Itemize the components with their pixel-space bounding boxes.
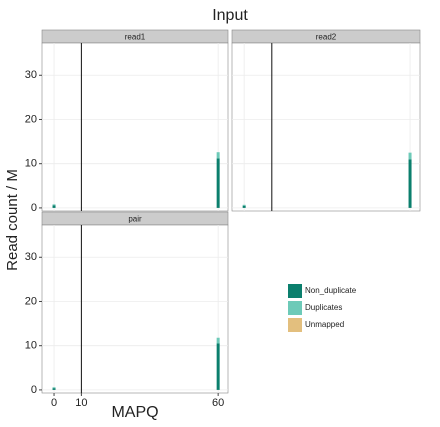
y-tick-label: 20 — [25, 295, 37, 307]
bar-segment — [52, 205, 56, 208]
bar-segment — [408, 152, 412, 160]
y-axis-label: Read count / M — [4, 169, 21, 271]
legend-label: Non_duplicate — [305, 286, 357, 295]
x-axis-label: MAPQ — [111, 404, 158, 421]
x-tick-label: 10 — [75, 397, 87, 409]
facet-label: read1 — [125, 33, 146, 42]
legend-label: Unmapped — [305, 320, 344, 329]
bar-segment — [52, 387, 56, 389]
bar-segment — [216, 337, 220, 344]
y-tick-label: 30 — [25, 251, 37, 263]
x-tick-label: 60 — [212, 397, 224, 409]
facet-label: read2 — [316, 33, 337, 42]
legend-key — [288, 284, 302, 298]
panel — [41, 224, 229, 394]
legend-key — [288, 318, 302, 332]
chart-title: Input — [212, 7, 248, 24]
x-tick-label: 0 — [51, 397, 57, 409]
bar-segment — [242, 205, 246, 208]
bar-segment — [216, 343, 220, 390]
y-tick-label: 0 — [31, 202, 37, 214]
panel — [41, 42, 229, 212]
y-tick-label: 10 — [25, 340, 37, 352]
legend-label: Duplicates — [305, 303, 342, 312]
panel — [231, 42, 421, 212]
y-tick-label: 30 — [25, 69, 37, 81]
bar-segment — [242, 204, 246, 206]
bar-segment — [52, 204, 56, 206]
facet-label: pair — [128, 215, 142, 224]
y-tick-label: 0 — [31, 384, 37, 396]
y-tick-label: 10 — [25, 158, 37, 170]
legend-key — [288, 301, 302, 315]
bar-segment — [408, 159, 412, 208]
bar-segment — [52, 388, 56, 390]
y-tick-label: 20 — [25, 113, 37, 125]
bar-segment — [216, 158, 220, 208]
bar-segment — [216, 152, 220, 159]
